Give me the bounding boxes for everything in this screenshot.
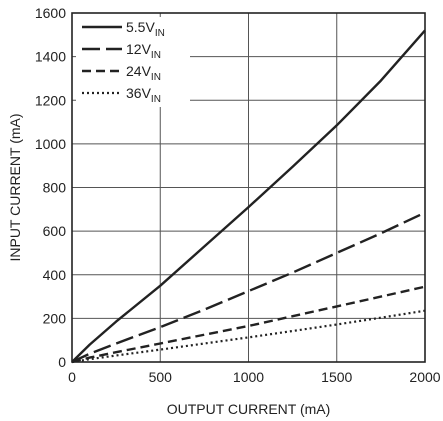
x-tick-labels: 0 500 1000 1500 2000 xyxy=(68,369,441,385)
series-line-4 xyxy=(71,309,426,364)
series-layer xyxy=(71,29,426,364)
legend-label-subscript: IN xyxy=(151,50,161,61)
series-line-3 xyxy=(71,285,426,364)
legend-label-main: 24V xyxy=(126,63,152,79)
y-tick-label: 1000 xyxy=(35,136,66,152)
x-tick-label: 0 xyxy=(68,369,76,385)
x-tick-label: 1000 xyxy=(233,369,264,385)
series-line-1 xyxy=(71,29,426,363)
legend-label-subscript: IN xyxy=(151,94,161,105)
y-tick-label: 1200 xyxy=(35,92,66,108)
legend-background xyxy=(76,17,190,107)
legend-label: 36VIN xyxy=(126,85,161,105)
y-tick-label: 1600 xyxy=(35,5,66,21)
y-tick-label: 400 xyxy=(43,267,67,283)
y-tick-label: 0 xyxy=(58,354,66,370)
x-tick-label: 1500 xyxy=(321,369,352,385)
legend-label-main: 36V xyxy=(126,85,152,101)
x-tick-label: 500 xyxy=(149,369,173,385)
legend-label: 5.5VIN xyxy=(126,19,165,39)
legend-label: 12VIN xyxy=(126,41,161,61)
x-axis-title: OUTPUT CURRENT (mA) xyxy=(167,401,331,417)
plot-frame xyxy=(71,12,426,363)
y-tick-label: 200 xyxy=(43,310,67,326)
series-line-2 xyxy=(71,211,426,364)
y-tick-label: 1400 xyxy=(35,49,66,65)
y-tick-label: 600 xyxy=(43,223,67,239)
legend-label-main: 5.5V xyxy=(126,19,155,35)
x-tick-label: 2000 xyxy=(409,369,440,385)
legend-label-subscript: IN xyxy=(151,72,161,83)
legend-label-subscript: IN xyxy=(155,28,165,39)
y-tick-label: 800 xyxy=(43,180,67,196)
legend-label: 24VIN xyxy=(126,63,161,83)
y-axis-title: INPUT CURRENT (mA) xyxy=(7,113,23,261)
legend-label-main: 12V xyxy=(126,41,152,57)
y-tick-labels: 0 200 400 600 800 1000 1200 1400 1600 xyxy=(35,5,66,370)
